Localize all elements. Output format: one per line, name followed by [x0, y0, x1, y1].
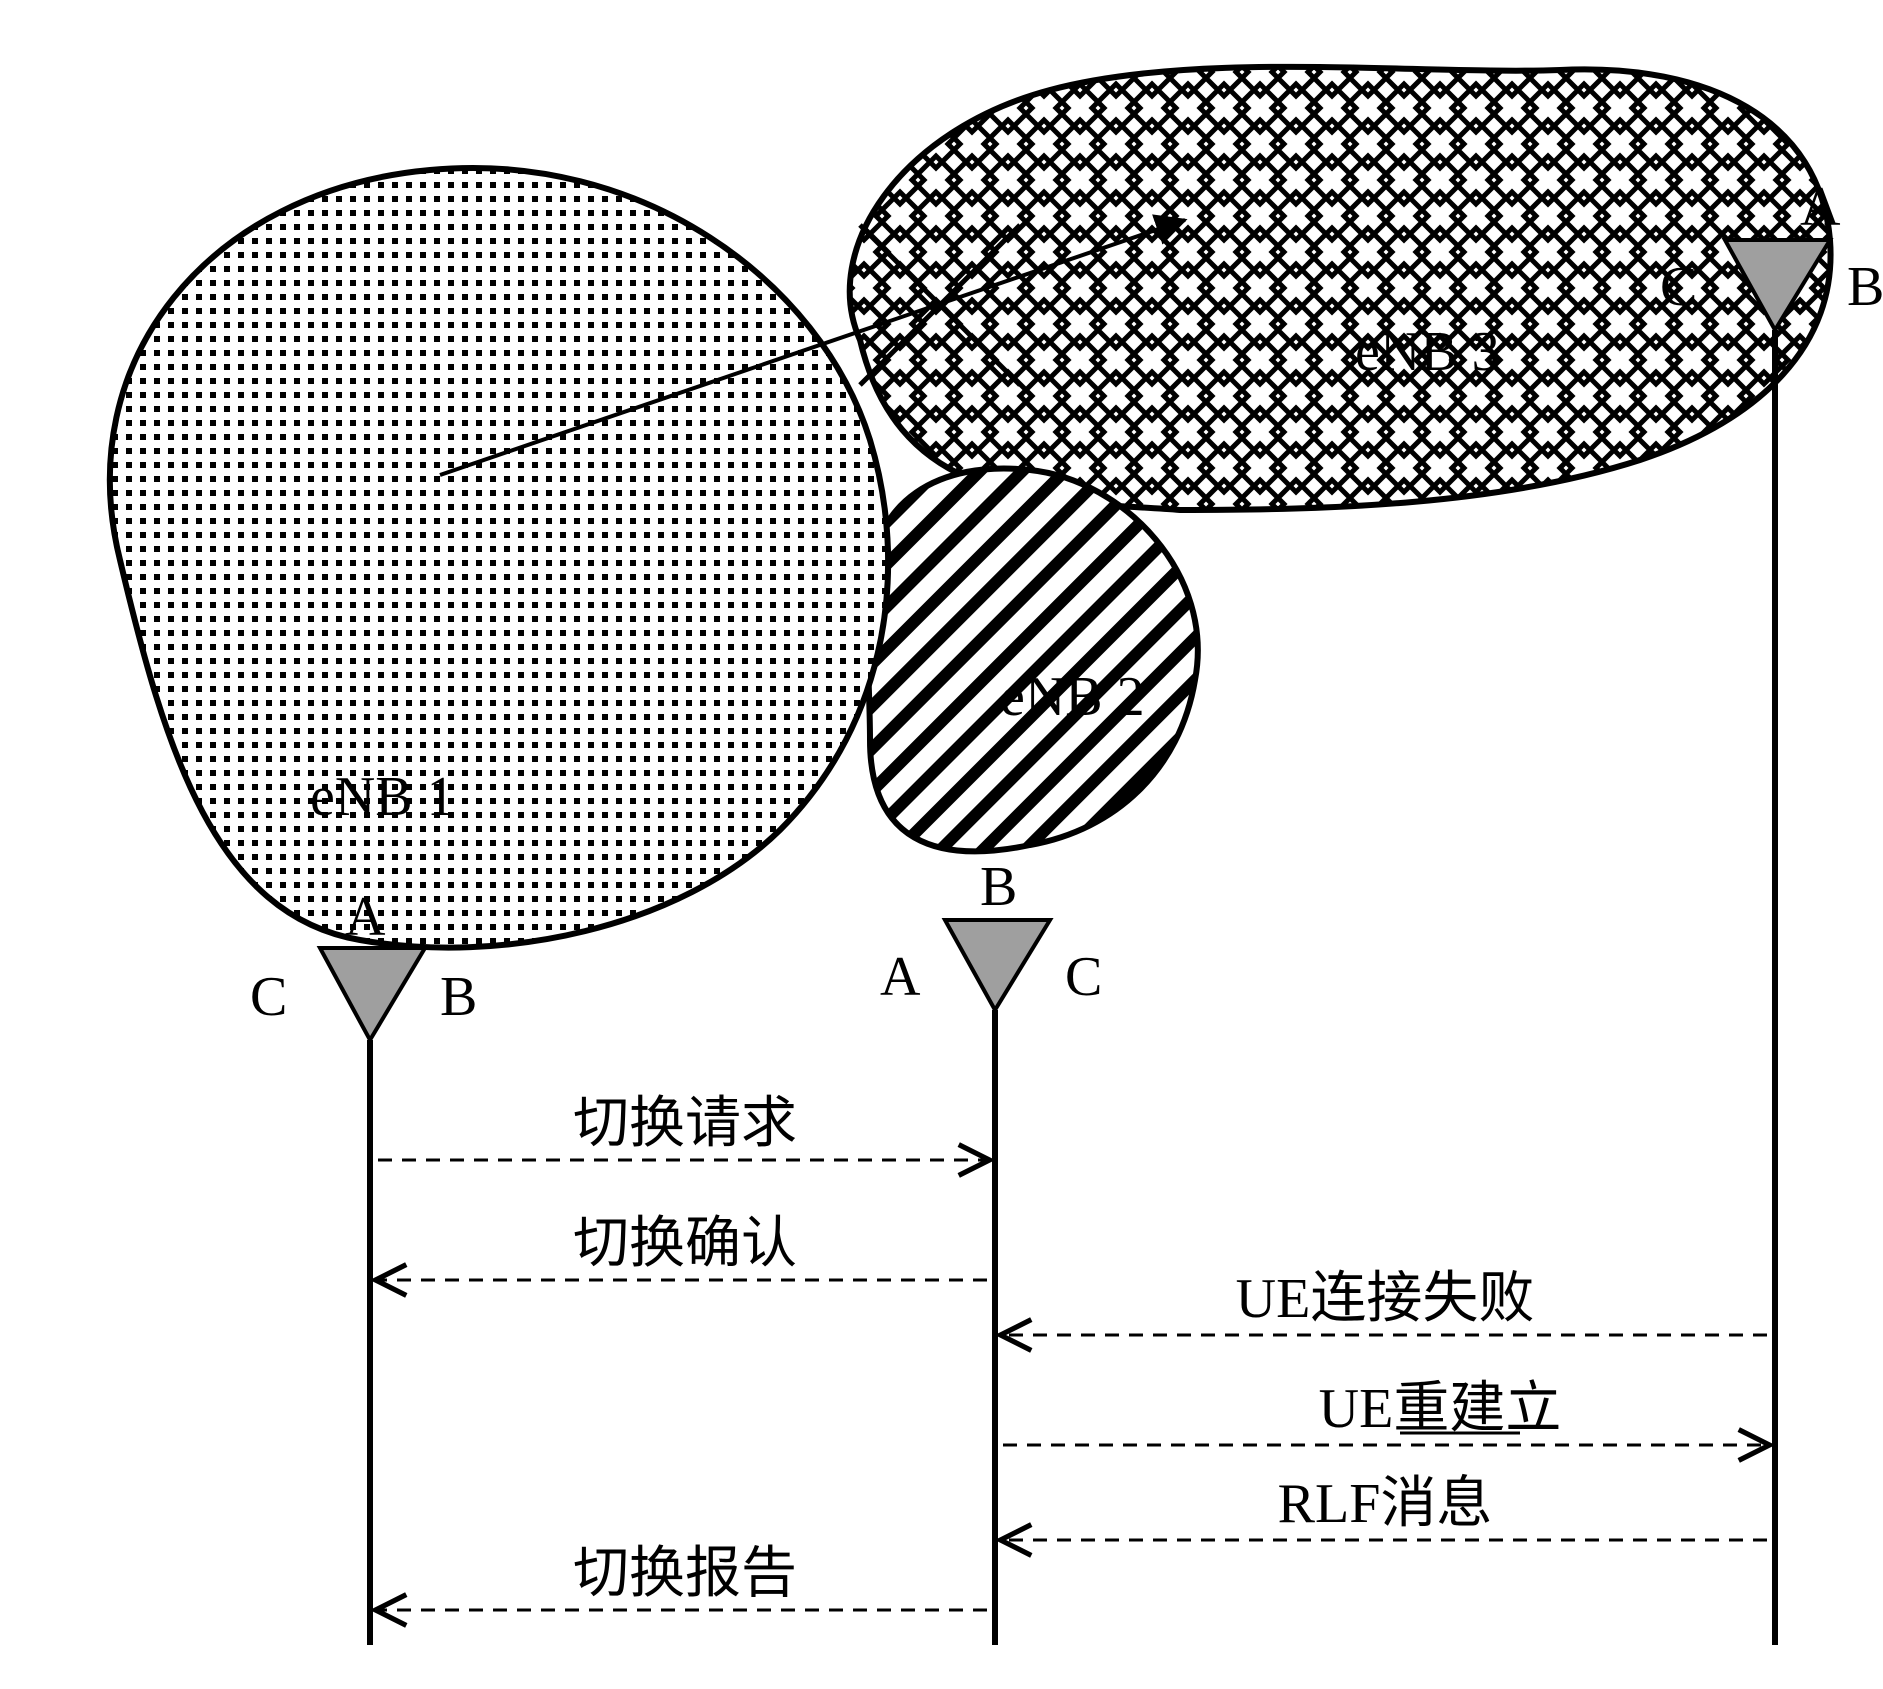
msg-label-5: 切换报告: [573, 1543, 797, 1605]
bs3-label-c: C: [1660, 256, 1697, 318]
msg-label-1: 切换确认: [573, 1213, 797, 1275]
label-enb3: eNB 3: [1355, 321, 1500, 383]
bs3-label-b: B: [1847, 256, 1883, 318]
msg-label-3: UE重建立: [1319, 1378, 1562, 1440]
cell-enb2: [868, 469, 1198, 852]
bs1-label-c: C: [250, 966, 287, 1028]
bs1-label-b: B: [440, 966, 477, 1028]
label-enb1: eNB 1: [310, 766, 455, 828]
bs2-label-c: C: [1065, 946, 1102, 1008]
msg-label-0: 切换请求: [573, 1093, 797, 1155]
cell-enb1: [110, 168, 888, 948]
bs2-label-b: B: [980, 856, 1017, 918]
bs2-label-a: A: [880, 946, 921, 1008]
bs3-label-a: A: [1800, 176, 1841, 238]
msg-label-4: RLF消息: [1278, 1473, 1493, 1535]
bs1-triangle-icon: [320, 948, 425, 1040]
label-enb2: eNB 2: [1000, 666, 1145, 728]
bs2-triangle-icon: [945, 920, 1050, 1010]
msg-label-2: UE连接失败: [1236, 1268, 1535, 1330]
bs1-label-a: A: [345, 886, 386, 948]
